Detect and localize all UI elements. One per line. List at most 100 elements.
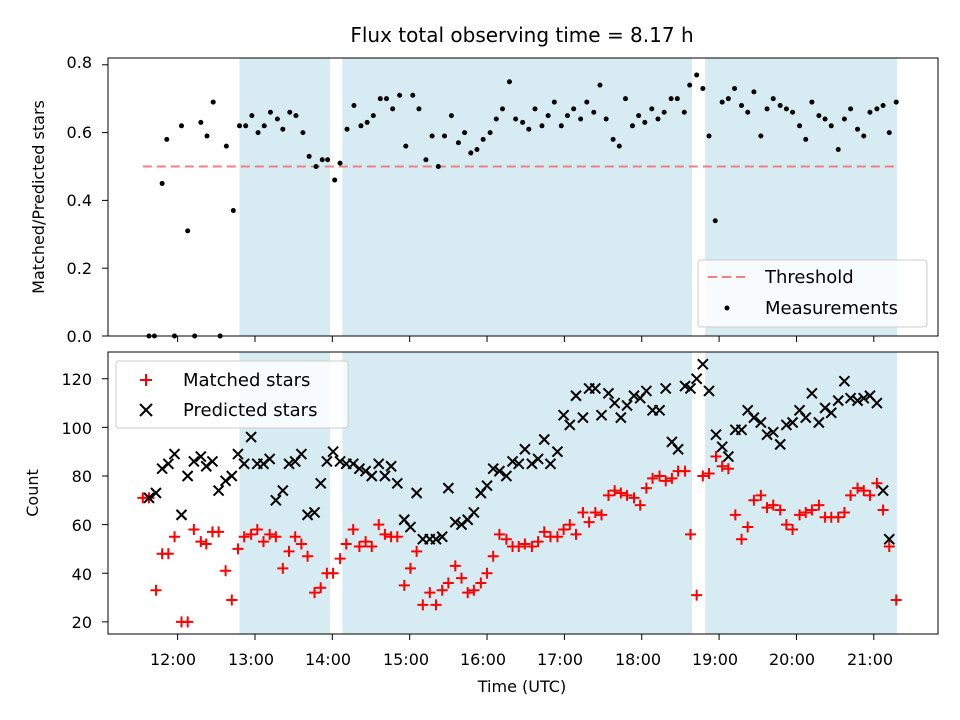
matched-star-point — [391, 531, 403, 543]
measurement-point — [410, 92, 416, 98]
measurement-point — [758, 133, 764, 139]
measurement-point — [243, 123, 249, 129]
legend-measurements-marker — [724, 305, 730, 311]
y-tick-label: 0.8 — [67, 53, 92, 72]
predicted-star-point — [716, 441, 728, 453]
matched-star-point — [883, 540, 895, 552]
matched-star-point — [398, 579, 410, 591]
measurement-point — [462, 130, 468, 136]
measurement-point — [293, 113, 299, 119]
measurement-point — [337, 160, 343, 166]
predicted-star-point — [410, 487, 423, 499]
matched-star-point — [532, 536, 544, 548]
measurement-point — [764, 106, 770, 112]
top-y-axis-label: Matched/Predicted stars — [29, 100, 48, 294]
matched-star-point — [519, 538, 531, 550]
matched-star-point — [570, 528, 582, 540]
measurement-point — [681, 109, 687, 115]
matched-star-point — [462, 587, 474, 599]
measurement-point — [642, 119, 648, 125]
x-tick-label: 19:00 — [692, 650, 738, 669]
measurement-point — [500, 106, 506, 112]
predicted-star-point — [513, 458, 525, 470]
measurement-point — [364, 119, 370, 125]
predicted-star-point — [283, 458, 295, 470]
measurement-point — [274, 116, 280, 122]
predicted-star-point — [442, 482, 455, 494]
measurement-point — [429, 133, 435, 139]
measurement-point — [636, 113, 642, 119]
matched-star-point — [251, 523, 263, 535]
predicted-star-point — [519, 443, 531, 455]
x-tick-marks — [177, 336, 875, 342]
measurement-point — [649, 106, 655, 112]
matched-star-point — [169, 531, 181, 543]
matched-star-point — [710, 451, 722, 463]
matched-star-point — [780, 519, 792, 531]
bottom-legend: Matched stars Predicted stars — [115, 360, 349, 429]
matched-star-point — [264, 528, 276, 540]
measurement-point — [584, 99, 590, 105]
matched-star-point — [806, 504, 818, 516]
predicted-star-point — [564, 419, 576, 431]
matched-star-point — [162, 548, 174, 560]
measurement-point — [719, 99, 725, 105]
matched-star-point — [640, 482, 652, 494]
predicted-star-point — [838, 375, 851, 387]
matched-star-point — [456, 572, 468, 584]
measurement-point — [325, 157, 331, 163]
matched-star-point — [334, 553, 346, 565]
matched-star-point — [245, 528, 257, 540]
measurement-point — [526, 126, 532, 132]
measurement-point — [841, 116, 847, 122]
predicted-star-point — [493, 465, 506, 477]
measurement-point — [745, 109, 751, 115]
predicted-star-point — [761, 428, 773, 441]
legend-matched-marker — [140, 374, 152, 386]
measurement-point — [403, 143, 409, 149]
y-tick-label: 80 — [72, 467, 92, 486]
measurement-point — [513, 116, 519, 122]
measurement-point — [861, 133, 867, 139]
measurement-point — [493, 116, 499, 122]
matched-star-point — [703, 468, 715, 480]
matched-star-point — [716, 460, 728, 472]
matched-star-point — [302, 550, 314, 562]
predicted-star-point — [206, 455, 219, 468]
matched-star-point — [864, 489, 876, 501]
predicted-star-point — [748, 411, 760, 424]
x-axis-label: Time (UTC) — [477, 677, 566, 696]
matched-star-point — [232, 543, 244, 555]
predicted-star-point — [697, 358, 709, 370]
predicted-star-point — [615, 411, 627, 424]
measurement-point — [739, 102, 745, 108]
predicted-star-point — [844, 392, 857, 404]
matched-star-point — [858, 485, 870, 497]
measurement-point — [198, 119, 204, 125]
measurement-point — [397, 92, 403, 98]
x-tick-label: 18:00 — [615, 650, 661, 669]
measurement-point — [712, 218, 718, 224]
measurement-point — [822, 116, 828, 122]
measurement-point — [622, 96, 628, 102]
measurement-point — [468, 150, 474, 156]
matched-star-point — [347, 523, 359, 535]
measurement-point — [700, 86, 706, 92]
matched-star-point — [838, 506, 850, 518]
matched-star-point — [283, 545, 295, 557]
measurement-point — [597, 82, 603, 88]
y-tick-label: 100 — [61, 419, 92, 438]
measurement-point — [797, 123, 803, 129]
measurement-point — [629, 123, 635, 129]
matched-star-point — [430, 599, 442, 611]
matched-star-point — [468, 584, 480, 596]
predicted-star-point — [806, 387, 818, 400]
measurement-point — [539, 123, 545, 129]
matched-star-point — [729, 509, 741, 521]
measurement-point — [725, 96, 731, 102]
predicted-star-point — [295, 448, 308, 460]
measurement-point — [287, 109, 293, 115]
measurement-point — [280, 126, 286, 132]
predicted-star-point — [710, 428, 722, 441]
